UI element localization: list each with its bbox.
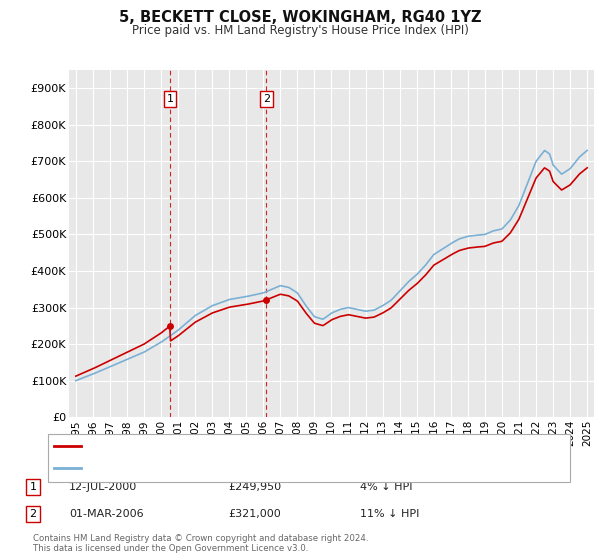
Text: 12-JUL-2000: 12-JUL-2000 xyxy=(69,482,137,492)
Text: £321,000: £321,000 xyxy=(228,509,281,519)
Text: £249,950: £249,950 xyxy=(228,482,281,492)
Text: HPI: Average price, detached house, Wokingham: HPI: Average price, detached house, Woki… xyxy=(86,463,340,473)
Text: Contains HM Land Registry data © Crown copyright and database right 2024.
This d: Contains HM Land Registry data © Crown c… xyxy=(33,534,368,553)
Text: 1: 1 xyxy=(29,482,37,492)
Text: 5, BECKETT CLOSE, WOKINGHAM, RG40 1YZ: 5, BECKETT CLOSE, WOKINGHAM, RG40 1YZ xyxy=(119,10,481,25)
Text: 1: 1 xyxy=(167,94,173,104)
Text: 2: 2 xyxy=(29,509,37,519)
Text: Price paid vs. HM Land Registry's House Price Index (HPI): Price paid vs. HM Land Registry's House … xyxy=(131,24,469,36)
Text: 2: 2 xyxy=(263,94,270,104)
Text: 11% ↓ HPI: 11% ↓ HPI xyxy=(360,509,419,519)
Text: 5, BECKETT CLOSE, WOKINGHAM, RG40 1YZ (detached house): 5, BECKETT CLOSE, WOKINGHAM, RG40 1YZ (d… xyxy=(86,441,410,451)
Text: 01-MAR-2006: 01-MAR-2006 xyxy=(69,509,143,519)
Text: 4% ↓ HPI: 4% ↓ HPI xyxy=(360,482,413,492)
